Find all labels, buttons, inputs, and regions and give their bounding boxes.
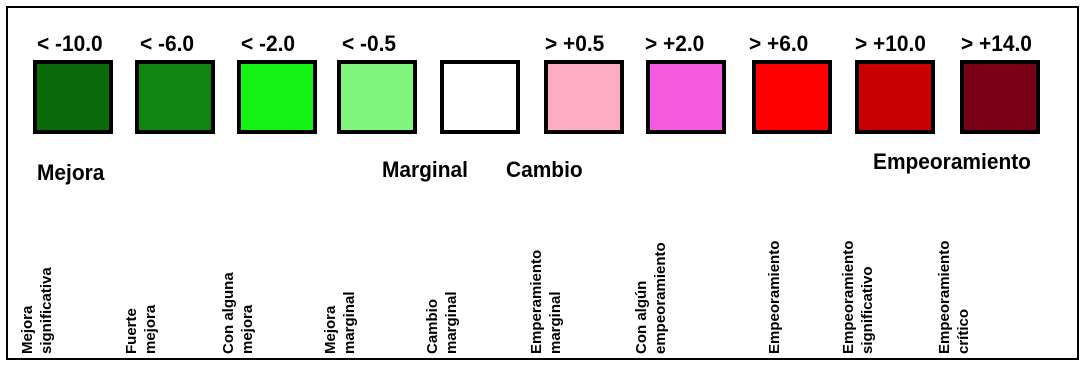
threshold-label: > +2.0 bbox=[645, 31, 705, 56]
category-label-text: Con algún empeoramiento bbox=[633, 242, 669, 354]
category-label-text: Empeoramiento bbox=[766, 240, 783, 354]
group-label-marginal: Marginal bbox=[382, 157, 468, 182]
category-label-text: Cambio marginal bbox=[424, 291, 460, 354]
threshold-label: < -10.0 bbox=[37, 31, 103, 56]
category-label-text: Mejora significativa bbox=[19, 267, 55, 354]
color-swatch-con-algun-empeoramiento bbox=[646, 60, 726, 134]
category-label-text: Emperamiento marginal bbox=[528, 249, 564, 354]
threshold-label: > +6.0 bbox=[749, 31, 809, 56]
category-label-text: Empeoramiento significativo bbox=[840, 240, 876, 354]
threshold-label: > +14.0 bbox=[961, 31, 1032, 56]
group-label-mejora: Mejora bbox=[37, 160, 105, 185]
color-swatch-empeoramiento-critico bbox=[960, 60, 1040, 134]
threshold-label: < -0.5 bbox=[342, 31, 397, 56]
threshold-label: > +0.5 bbox=[545, 31, 605, 56]
color-swatch-mejora-marginal bbox=[337, 60, 417, 134]
color-swatch-empeoramiento bbox=[752, 60, 832, 134]
color-swatch-con-alguna-mejora bbox=[237, 60, 317, 134]
color-swatch-cambio-marginal bbox=[440, 60, 520, 134]
category-label-text: Fuerte mejora bbox=[123, 304, 159, 354]
threshold-label: < -6.0 bbox=[140, 31, 195, 56]
color-swatch-empeoramiento-significativo bbox=[855, 60, 935, 134]
color-swatch-emperamiento-marginal bbox=[544, 60, 624, 134]
threshold-label: < -2.0 bbox=[241, 31, 296, 56]
color-swatch-mejora-significativa bbox=[33, 60, 113, 134]
category-label-text: Con alguna mejora bbox=[220, 272, 256, 354]
category-label-text: Empeoramiento crítico bbox=[936, 240, 972, 354]
threshold-label: > +10.0 bbox=[855, 31, 926, 56]
color-swatch-fuerte-mejora bbox=[135, 60, 215, 134]
group-label-cambio: Cambio bbox=[506, 157, 583, 182]
group-label-empeoramiento: Empeoramiento bbox=[873, 149, 1031, 174]
category-label-text: Mejora marginal bbox=[322, 291, 358, 354]
